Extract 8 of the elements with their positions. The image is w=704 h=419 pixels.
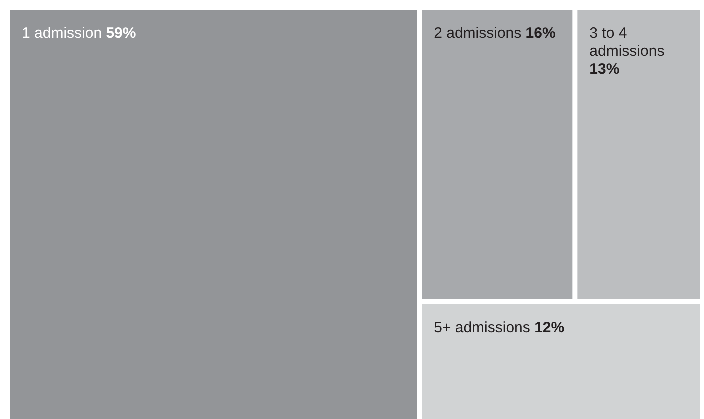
category-label: 5+ admissions — [434, 319, 530, 336]
data-label: 16% — [526, 25, 556, 42]
data-label: 12% — [534, 319, 565, 336]
data-label: 13% — [590, 61, 620, 78]
category-label: 2 admissions — [434, 25, 522, 42]
category-label: 1 admission — [22, 25, 102, 42]
category-label: 3 to 4 admissions — [590, 25, 665, 60]
data-label: 59% — [106, 25, 136, 42]
